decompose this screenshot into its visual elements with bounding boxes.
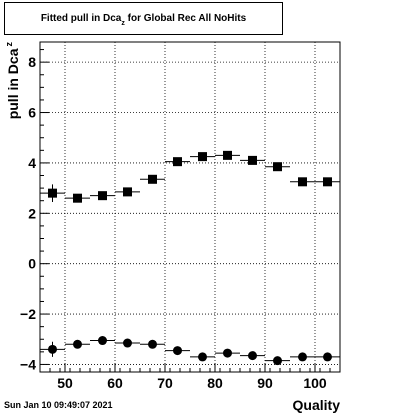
- circle-marker: [248, 351, 257, 361]
- square-marker: [323, 177, 332, 187]
- circle-marker: [123, 338, 132, 348]
- x-tick-label: 70: [157, 375, 173, 391]
- plot-frame: [39, 41, 341, 373]
- circle-marker: [323, 352, 332, 362]
- y-tick-label: 0: [28, 256, 36, 272]
- square-marker: [198, 152, 207, 162]
- x-tick-label: 100: [303, 375, 327, 391]
- grid: [40, 42, 340, 372]
- x-tick-label: 90: [257, 375, 273, 391]
- chart-title-subscript: z: [121, 20, 125, 27]
- chart-title: Fitted pull in Dcaz for Global Rec All N…: [5, 13, 282, 27]
- square-marker: [173, 157, 182, 167]
- y-tick-label: 4: [28, 155, 36, 171]
- y-tick-label: 2: [28, 205, 36, 221]
- y-tick-label: 6: [28, 105, 36, 121]
- circle-marker: [48, 344, 57, 354]
- circle-marker: [148, 339, 157, 349]
- circle-marker: [273, 356, 282, 366]
- square-marker: [298, 177, 307, 187]
- x-tick-label: 60: [107, 375, 123, 391]
- x-axis-label: Quality: [293, 397, 341, 413]
- y-axis-label: pull in Dcaz: [4, 42, 21, 120]
- square-marker: [248, 155, 257, 165]
- circle-marker: [98, 336, 107, 346]
- y-axis-label-main: pull in Dca: [5, 48, 21, 119]
- square-marker: [98, 191, 107, 201]
- chart-title-rest: for Global Rec All NoHits: [124, 13, 247, 24]
- tick-labels: 50 60 70 80 90 100 −4 −2 0 2 4 6 8: [20, 54, 327, 391]
- chart-title-main: Fitted pull in Dca: [40, 13, 122, 24]
- y-axis-label-subscript: z: [4, 42, 14, 47]
- square-marker: [273, 162, 282, 172]
- circle-marker: [198, 352, 207, 362]
- x-tick-label: 80: [207, 375, 223, 391]
- circle-marker: [298, 352, 307, 362]
- circle-marker: [173, 346, 182, 356]
- circle-marker: [223, 348, 232, 358]
- square-marker: [73, 193, 82, 203]
- square-marker: [123, 187, 132, 197]
- title-box: Fitted pull in Dcaz for Global Rec All N…: [4, 2, 283, 35]
- square-marker: [148, 174, 157, 184]
- axis-ticks: [39, 49, 341, 372]
- y-tick-label: 8: [28, 54, 36, 70]
- square-marker: [223, 150, 232, 160]
- circle-marker: [73, 339, 82, 349]
- data-marks: [40, 150, 340, 366]
- x-tick-label: 50: [57, 375, 73, 391]
- y-tick-label: −4: [20, 356, 36, 372]
- square-marker: [48, 188, 57, 198]
- footer-timestamp: Sun Jan 10 09:49:07 2021: [4, 400, 113, 410]
- y-tick-label: −2: [20, 306, 36, 322]
